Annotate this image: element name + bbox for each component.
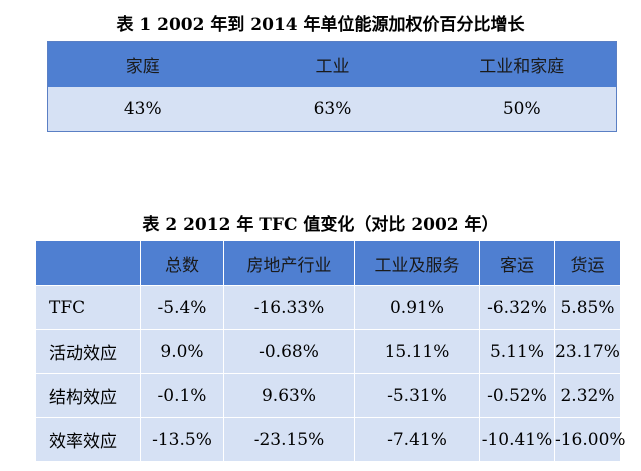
table2-cell: -16.00%: [554, 417, 626, 462]
table2-cell: -23.15%: [223, 417, 355, 462]
table2-cell: -7.41%: [354, 417, 480, 462]
table2-header-cell: 房地产行业: [223, 240, 355, 286]
table2-cell: 5.11%: [479, 329, 555, 374]
table1-header-cell: 工业和家庭: [427, 41, 617, 87]
table2-cell: 5.85%: [554, 285, 621, 330]
table2-row: 效率效应 -13.5% -23.15% -7.41% -10.41% -16.0…: [35, 417, 626, 462]
table2-header-cell: 总数: [140, 240, 224, 286]
table1-header-row: 家庭 工业 工业和家庭: [47, 41, 617, 87]
table2-header-cell: [35, 240, 141, 286]
table2-cell: -16.33%: [223, 285, 355, 330]
table2-row-label: 活动效应: [35, 329, 141, 374]
table2-cell: -0.1%: [140, 373, 224, 418]
table1-row: 43% 63% 50%: [47, 87, 617, 132]
table1: 家庭 工业 工业和家庭 43% 63% 50%: [47, 41, 617, 132]
table2-cell: -5.31%: [354, 373, 480, 418]
table2-cell: -6.32%: [479, 285, 555, 330]
table2-caption: 表 2 2012 年 TFC 值变化（对比 2002 年）: [142, 215, 499, 235]
table2-cell: -0.68%: [223, 329, 355, 374]
table2-cell: 0.91%: [354, 285, 480, 330]
table2-row: 结构效应 -0.1% 9.63% -5.31% -0.52% 2.32%: [35, 373, 621, 418]
table2-header-row: 总数 房地产行业 工业及服务 客运 货运: [35, 240, 621, 286]
table1-cell: 43%: [47, 87, 238, 132]
table1-header-cell: 工业: [237, 41, 428, 87]
table2-header-cell: 客运: [479, 240, 555, 286]
table2-header-cell: 工业及服务: [354, 240, 480, 286]
table2-cell: -13.5%: [140, 417, 224, 462]
table1-cell: 50%: [427, 87, 617, 132]
table2-row: TFC -5.4% -16.33% 0.91% -6.32% 5.85%: [35, 285, 621, 330]
table2-cell: 23.17%: [554, 329, 621, 374]
table2-cell: 9.0%: [140, 329, 224, 374]
table1-caption: 表 1 2002 年到 2014 年单位能源加权价百分比增长: [116, 15, 525, 35]
table2-cell: 9.63%: [223, 373, 355, 418]
table2-cell: 15.11%: [354, 329, 480, 374]
table2-cell: -5.4%: [140, 285, 224, 330]
table2-header-cell: 货运: [554, 240, 621, 286]
table1-cell: 63%: [237, 87, 428, 132]
table2: 总数 房地产行业 工业及服务 客运 货运 TFC -5.4% -16.33% 0…: [35, 240, 626, 462]
table2-row-label: 结构效应: [35, 373, 141, 418]
table2-row-label: 效率效应: [35, 417, 141, 462]
table2-cell: -10.41%: [479, 417, 555, 462]
table2-row-label: TFC: [35, 285, 141, 330]
table2-cell: -0.52%: [479, 373, 555, 418]
table1-header-cell: 家庭: [47, 41, 238, 87]
table2-cell: 2.32%: [554, 373, 621, 418]
table2-row: 活动效应 9.0% -0.68% 15.11% 5.11% 23.17%: [35, 329, 621, 374]
